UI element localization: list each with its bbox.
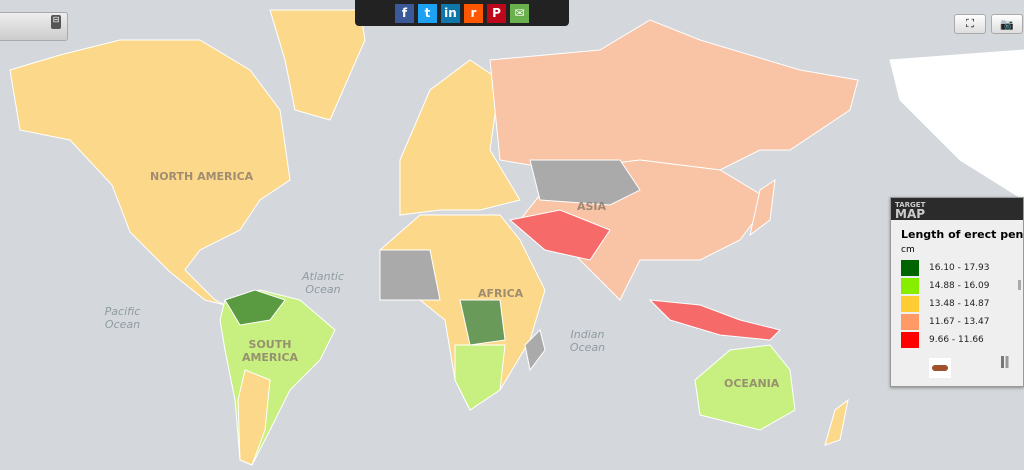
legend-item[interactable]: 11.67 - 13.47 <box>901 313 1023 331</box>
legend-range: 11.67 - 13.47 <box>929 317 990 327</box>
collapse-icon[interactable]: ⊟ <box>51 15 61 29</box>
label-indian: Indian Ocean <box>569 328 606 354</box>
email-share-button[interactable]: ✉ <box>510 3 529 23</box>
email-icon: ✉ <box>514 6 525 20</box>
australia <box>694 344 796 431</box>
legend-range: 9.66 - 11.66 <box>929 335 984 345</box>
camera-icon: 📷 <box>1000 17 1014 31</box>
central-africa <box>459 299 506 346</box>
facebook-share-button[interactable]: f <box>395 3 414 23</box>
chart-icon[interactable] <box>1001 356 1011 368</box>
share-bar: f t in r P ✉ <box>355 0 569 26</box>
legend-range: 13.48 - 14.87 <box>929 299 990 309</box>
label-asia: ASIA <box>577 200 607 213</box>
fullscreen-icon: ⛶ <box>966 17 974 30</box>
legend-item[interactable]: 13.48 - 14.87 <box>901 295 1023 313</box>
greenland <box>269 9 366 121</box>
venezuela-colombia <box>224 289 286 326</box>
middle-east <box>508 209 611 261</box>
legend-range: 14.88 - 16.09 <box>929 281 990 291</box>
alaska-east <box>889 49 1024 201</box>
legend-thumbnail[interactable] <box>929 358 951 378</box>
central-asia <box>529 159 641 206</box>
label-atlantic: Atlantic Ocean <box>301 270 345 296</box>
north-america <box>9 39 291 306</box>
reddit-share-button[interactable]: r <box>464 3 483 23</box>
legend-panel: TARGET MAP Length of erect penis cm 16.10… <box>890 197 1024 387</box>
japan <box>749 178 776 237</box>
label-pacific: Pacific Ocean <box>104 305 141 331</box>
label-oceania: OCEANIA <box>724 377 780 390</box>
legend-title: Length of erect penis <box>901 228 1023 241</box>
label-africa: AFRICA <box>478 287 524 300</box>
twitter-icon: t <box>424 6 431 20</box>
twitter-share-button[interactable]: t <box>418 3 437 23</box>
legend-swatch <box>901 332 919 348</box>
search-panel[interactable]: ⊟ <box>0 12 68 41</box>
southeast-asia <box>648 299 781 341</box>
russia <box>489 19 859 171</box>
legend-swatch <box>901 278 919 294</box>
southern-africa <box>454 344 506 411</box>
legend-unit: cm <box>901 245 915 255</box>
linkedin-icon: in <box>444 6 457 20</box>
europe <box>399 59 521 216</box>
facebook-icon: f <box>401 6 408 20</box>
legend-scrollbar[interactable] <box>1018 280 1021 290</box>
fullscreen-button[interactable]: ⛶ <box>954 14 986 34</box>
legend-item[interactable]: 16.10 - 17.93 <box>901 259 1023 277</box>
new-zealand <box>824 398 849 446</box>
targetmap-logo: TARGET MAP <box>891 198 1023 220</box>
pinterest-share-button[interactable]: P <box>487 3 506 23</box>
pinterest-icon: P <box>492 6 501 20</box>
legend-swatch <box>901 260 919 276</box>
legend-item[interactable]: 9.66 - 11.66 <box>901 331 1023 349</box>
south-america-south <box>237 369 271 466</box>
legend-swatch <box>901 314 919 330</box>
legend-swatch <box>901 296 919 312</box>
legend-item[interactable]: 14.88 - 16.09 <box>901 277 1023 295</box>
africa-grey <box>379 249 441 301</box>
reddit-icon: r <box>470 6 477 20</box>
screenshot-button[interactable]: 📷 <box>991 14 1023 34</box>
linkedin-share-button[interactable]: in <box>441 3 460 23</box>
legend-range: 16.10 - 17.93 <box>929 263 990 273</box>
label-north-america: NORTH AMERICA <box>150 170 254 183</box>
label-south-america: SOUTH AMERICA <box>241 338 299 364</box>
madagascar <box>524 329 546 372</box>
